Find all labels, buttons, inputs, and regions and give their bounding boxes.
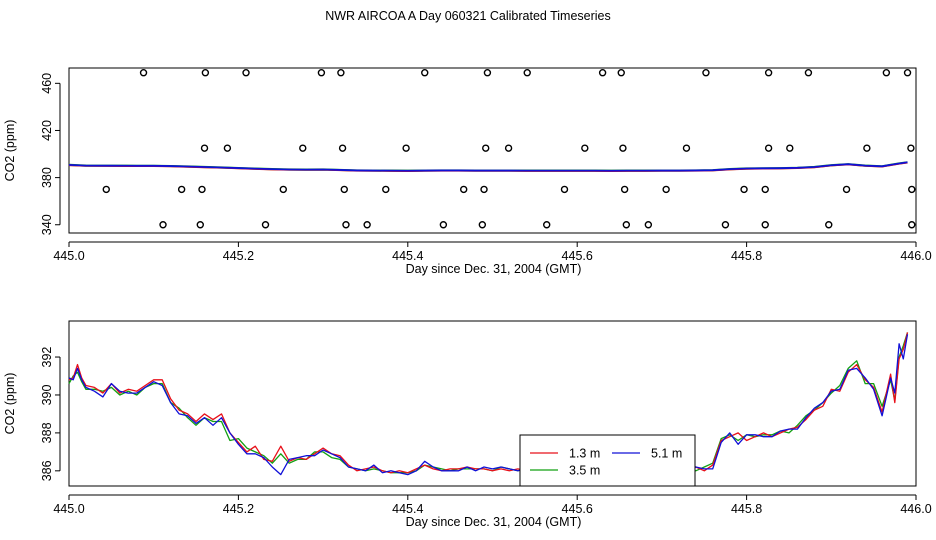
legend-box <box>519 434 696 487</box>
bottom-x-axis-label: Day since Dec. 31, 2004 (GMT) <box>406 515 582 529</box>
legend-label: 1.3 m <box>569 447 600 461</box>
flag-point <box>863 144 871 152</box>
flag-point <box>761 221 769 229</box>
flag-point <box>581 144 589 152</box>
flag-point <box>177 185 186 194</box>
bottom-x-tick-label: 445.6 <box>562 502 593 516</box>
flag-point <box>619 144 627 152</box>
flag-point <box>317 69 326 77</box>
top-y-axis-label: CO2 (ppm) <box>3 120 17 182</box>
legend: 1.3 m 5.1 m 3.5 m <box>519 434 696 487</box>
top-y-tick-label: 340 <box>40 214 54 235</box>
flag-point <box>721 221 730 229</box>
bottom-y-tick-label: 386 <box>40 460 54 481</box>
top-x-tick-label: 445.4 <box>392 249 423 263</box>
flag-point <box>200 144 209 152</box>
series-line-1-3-mm <box>68 332 909 476</box>
top-x-tick-label: 446.0 <box>900 249 931 263</box>
flag-point <box>523 69 531 77</box>
flag-point <box>682 144 691 152</box>
flag-point <box>620 185 629 194</box>
bottom-x-tick-label: 445.8 <box>731 502 762 516</box>
flag-point <box>340 185 348 194</box>
flag-point <box>764 69 773 77</box>
flag-point <box>478 221 487 229</box>
legend-label: 3.5 m <box>569 464 600 478</box>
flag-point <box>159 221 167 229</box>
top-x-tick-label: 445.2 <box>223 249 254 263</box>
flag-point <box>402 144 410 152</box>
flag-point <box>460 185 468 194</box>
flag-point <box>761 185 769 194</box>
flag-point <box>908 221 916 229</box>
flag-point <box>903 69 912 77</box>
flag-point <box>201 69 210 77</box>
top-y-tick-label: 420 <box>40 120 54 141</box>
legend-label: 5.1 m <box>651 447 682 461</box>
flag-point <box>842 185 851 194</box>
bottom-y-tick-label: 392 <box>40 347 54 368</box>
flag-point <box>882 69 891 77</box>
series-line-3-5-mm <box>68 332 909 474</box>
bottom-x-tick-label: 445.0 <box>53 502 84 516</box>
flag-point <box>279 185 287 194</box>
flag-point <box>382 185 390 194</box>
flag-point <box>483 69 492 77</box>
bottom-y-axis-label: CO2 (ppm) <box>3 373 17 435</box>
flag-point <box>342 221 350 229</box>
flag-point <box>482 144 490 152</box>
flag-point <box>622 221 631 229</box>
flag-point <box>908 185 916 194</box>
flag-point <box>337 69 345 77</box>
flag-point <box>363 221 371 229</box>
flag-point <box>198 185 206 194</box>
flag-point <box>662 185 670 194</box>
flag-point <box>242 69 250 77</box>
flag-point <box>560 185 569 194</box>
bottom-panel-calibrated-plot: 445.0 445.2 445.4 445.6 445.8 446.0 Day since … <box>3 320 932 529</box>
flag-point <box>825 221 833 229</box>
series-line-5-1-mm <box>68 334 909 476</box>
top-x-tick-label: 445.0 <box>53 249 84 263</box>
flag-point <box>196 221 204 229</box>
flag-point <box>421 69 429 77</box>
top-x-tick-label: 445.8 <box>731 249 762 263</box>
flag-point <box>543 221 551 229</box>
figure-title: NWR AIRCOA A Day 060321 Calibrated Times… <box>325 9 611 23</box>
flag-point <box>338 144 347 152</box>
bottom-y-tick-label: 388 <box>40 422 54 443</box>
flag-point <box>764 144 773 152</box>
flag-point <box>139 69 148 77</box>
flag-point <box>786 144 794 152</box>
top-x-tick-label: 445.6 <box>562 249 593 263</box>
bottom-x-tick-label: 446.0 <box>900 502 931 516</box>
flag-point <box>740 185 748 194</box>
bottom-y-tick-label: 390 <box>40 384 54 405</box>
flag-point <box>598 69 607 77</box>
flag-point <box>299 144 307 152</box>
flag-point <box>439 221 448 229</box>
flag-point <box>480 185 488 194</box>
flag-point <box>907 144 915 152</box>
flag-point <box>504 144 513 152</box>
flag-point <box>102 185 110 194</box>
top-y-tick-label: 460 <box>40 73 54 94</box>
flag-point <box>617 69 625 77</box>
top-plot-frame <box>68 67 917 234</box>
flag-point <box>702 69 710 77</box>
top-y-tick-label: 380 <box>40 167 54 188</box>
flag-point <box>223 144 232 152</box>
flag-point <box>261 221 270 229</box>
flag-point <box>804 69 813 77</box>
top-panel-flags-plot: 445.0 445.2 445.4 445.6 445.8 446.0 Day since … <box>3 67 932 276</box>
bottom-plot-frame <box>68 320 917 487</box>
top-x-axis-label: Day since Dec. 31, 2004 (GMT) <box>406 262 582 276</box>
bottom-x-tick-label: 445.2 <box>223 502 254 516</box>
co2-trace-blue <box>68 161 908 172</box>
flag-point <box>644 221 653 229</box>
bottom-x-tick-label: 445.4 <box>392 502 423 516</box>
